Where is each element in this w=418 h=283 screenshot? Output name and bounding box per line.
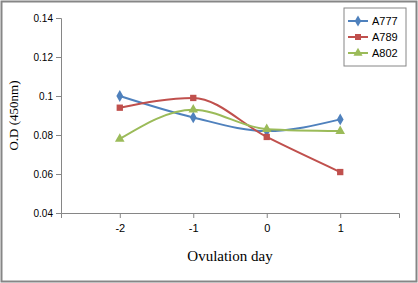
series-marker — [190, 112, 197, 124]
legend: A777 A789 A802 — [344, 8, 406, 66]
series-marker — [337, 169, 343, 175]
y-tick-mark — [56, 135, 61, 136]
series-marker — [264, 134, 270, 140]
y-tick-label: 0.08 — [34, 130, 54, 141]
legend-box — [344, 8, 406, 66]
plot-area — [115, 90, 345, 175]
series-marker — [335, 126, 345, 134]
x-axis: -2 -1 0 1 — [62, 213, 400, 234]
x-tick: -2 — [115, 213, 125, 234]
y-tick-label: 0.14 — [34, 13, 54, 24]
y-axis-line — [56, 19, 62, 214]
y-tick: 0.14 — [34, 13, 61, 24]
y-tick-mark — [56, 213, 61, 214]
series-marker — [262, 124, 272, 132]
x-tick-mark — [340, 213, 341, 218]
x-tick: 0 — [264, 213, 270, 234]
y-tick-label: 0.1 — [39, 91, 53, 102]
y-tick-mark — [56, 18, 61, 19]
x-tick-label: -1 — [189, 222, 199, 234]
legend-marker — [355, 15, 361, 26]
x-axis-line — [62, 214, 400, 219]
series-marker — [117, 105, 123, 111]
x-tick-label: -2 — [115, 222, 125, 234]
series-marker — [188, 104, 198, 112]
y-tick-label: 0.12 — [34, 52, 54, 63]
x-tick-label: 0 — [264, 222, 270, 234]
legend-label: A789 — [372, 31, 398, 43]
series-marker — [337, 114, 344, 126]
legend-marker — [353, 48, 362, 56]
y-tick-mark — [56, 57, 61, 58]
series-line — [120, 98, 340, 172]
y-tick: 0.06 — [34, 169, 61, 180]
legend-label: A777 — [372, 15, 398, 27]
legend-marker — [355, 34, 361, 40]
x-tick-mark — [193, 213, 194, 218]
y-tick: 0.04 — [34, 208, 61, 219]
x-axis-title: Ovulation day — [187, 248, 273, 264]
x-tick-label: 1 — [338, 222, 344, 234]
chart-border — [2, 2, 417, 282]
series-marker — [190, 95, 196, 101]
y-tick-label: 0.06 — [34, 169, 54, 180]
y-tick-mark — [56, 174, 61, 175]
series-marker — [116, 90, 123, 102]
legend-label: A802 — [372, 47, 398, 59]
series-line — [120, 110, 340, 139]
y-tick-label: 0.04 — [34, 208, 54, 219]
y-tick: 0.1 — [39, 91, 61, 102]
series-marker — [115, 133, 125, 141]
y-axis-title: O.D (450nm) — [6, 80, 21, 150]
x-tick: -1 — [189, 213, 199, 234]
x-tick-mark — [267, 213, 268, 218]
y-tick: 0.12 — [34, 52, 61, 63]
y-tick-mark — [56, 96, 61, 97]
chart: 0.04 0.06 0.08 0.1 0.12 0.14 -2 -1 0 1 Ovulation d… — [0, 0, 418, 283]
y-tick: 0.08 — [34, 130, 61, 141]
x-tick: 1 — [338, 213, 344, 234]
x-tick-mark — [120, 213, 121, 218]
y-axis: 0.04 0.06 0.08 0.1 0.12 0.14 — [34, 13, 62, 219]
